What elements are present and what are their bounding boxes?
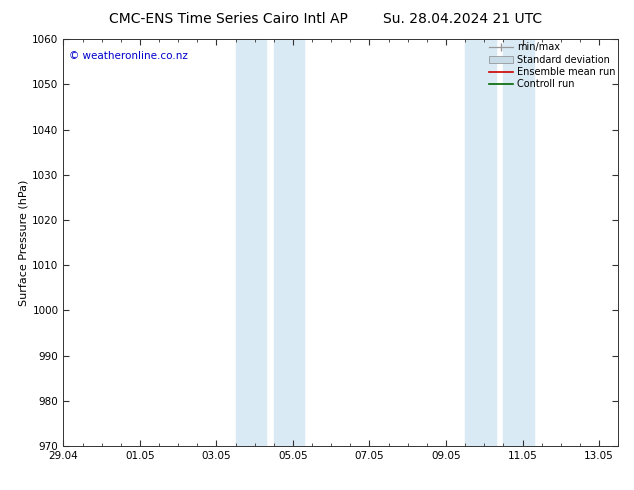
- Y-axis label: Surface Pressure (hPa): Surface Pressure (hPa): [18, 179, 28, 306]
- Bar: [503, 39, 534, 446]
- Bar: [465, 39, 496, 446]
- Bar: [236, 39, 266, 446]
- Bar: [274, 39, 304, 446]
- Text: © weatheronline.co.nz: © weatheronline.co.nz: [69, 51, 188, 61]
- Text: Su. 28.04.2024 21 UTC: Su. 28.04.2024 21 UTC: [384, 12, 542, 26]
- Legend: min/max, Standard deviation, Ensemble mean run, Controll run: min/max, Standard deviation, Ensemble me…: [486, 40, 617, 91]
- Text: CMC-ENS Time Series Cairo Intl AP: CMC-ENS Time Series Cairo Intl AP: [109, 12, 347, 26]
